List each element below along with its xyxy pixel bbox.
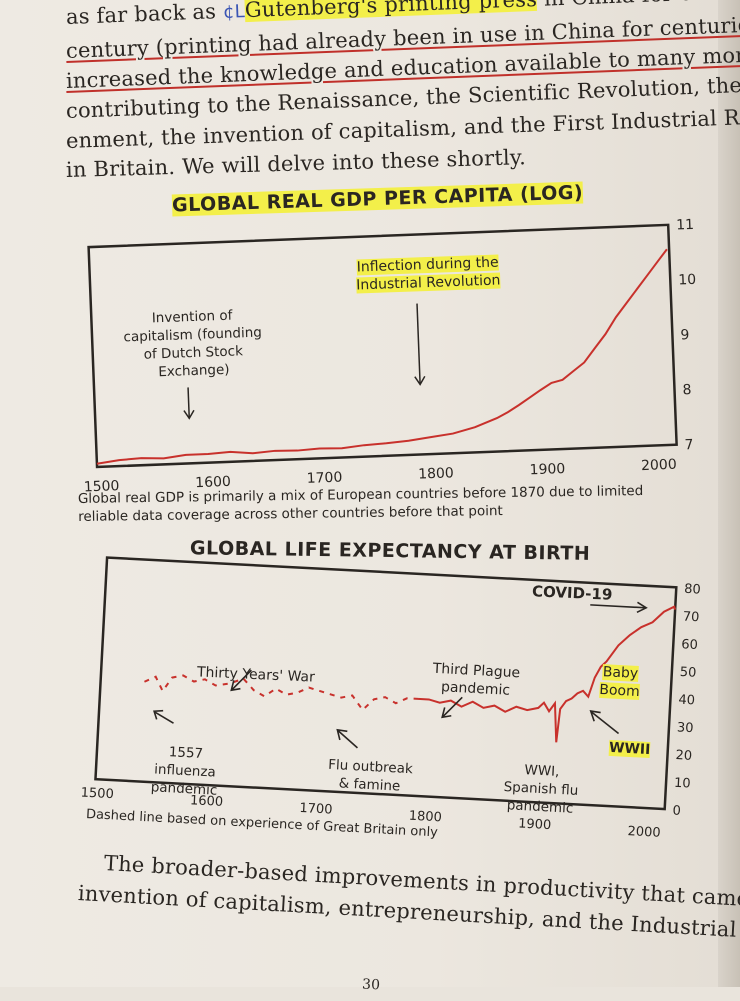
annotation-influenza: 1557 influenza pandemic [150,744,218,799]
life-y-tick-label: 20 [675,748,692,764]
gdp-x-tick-label: 1600 [195,474,231,491]
covid-arrowhead [636,601,648,614]
annotation-wwii: WWII [608,739,651,759]
annotation-third-plague: Third Plague pandemic [432,660,521,699]
life-series-global [417,605,677,743]
gdp-y-tick-label: 10 [678,272,696,289]
third-plague-arrowhead [441,707,452,719]
life-x-tick-label: 1500 [80,785,114,802]
gdp-y-tick-label: 11 [676,217,694,234]
page-edge [718,0,740,987]
inflection-arrowhead [414,375,426,386]
gdp-x-tick-label: 1500 [84,478,120,495]
thirty-years-arrowhead [230,680,241,692]
life-y-tick-label: 40 [678,693,695,709]
gdp-y-tick-label: 7 [684,437,694,453]
life-y-tick-label: 80 [684,582,701,598]
life-x-tick-label: 2000 [627,824,661,841]
page-number: 30 [361,976,381,994]
life-chart-group: 1500 1600 1700 1800 1900 2000 0 10 20 30 40 50 60 70… [80,556,701,841]
gdp-series-line [96,248,668,465]
gdp-x-tick-label: 2000 [641,457,677,474]
gdp-chart-group: 1500 1600 1700 1800 1900 2000 7 8 9 10 11 [84,217,697,496]
thirty-years-arrow [231,669,252,690]
capitalism-arrow [187,387,190,418]
life-y-tick-label: 50 [679,665,696,681]
influenza-arrow [154,711,174,724]
life-y-tick-label: 70 [682,609,699,625]
life-y-tick-label: 60 [681,637,698,653]
gdp-x-tick-label: 1800 [418,465,454,482]
life-chart-frame [94,556,678,811]
life-x-tick-label: 1700 [299,801,333,818]
gdp-x-tick-label: 1700 [306,470,342,487]
influenza-arrowhead [153,709,164,720]
book-page [0,0,720,987]
life-y-tick-label: 0 [672,803,681,818]
life-y-tick-label: 10 [674,776,691,792]
annotation-wwi: WWI, Spanish flu pandemic [503,762,579,817]
life-x-tick-label: 1600 [190,793,224,810]
capitalism-arrowhead [183,409,195,420]
life-x-tick-label: 1900 [518,816,552,833]
inflection-arrow [416,303,421,384]
gdp-y-tick-label: 8 [682,382,692,398]
flu-arrow [337,730,358,749]
wwii-arrow [591,711,620,735]
wwii-arrowhead [589,710,601,722]
covid-arrow [590,604,646,609]
gdp-y-tick-label: 9 [680,327,690,343]
third-plague-arrow [442,696,463,717]
life-y-tick-label: 30 [677,720,694,736]
life-x-tick-label: 1800 [408,809,442,826]
life-series-dashed-gb [144,674,419,712]
annotation-baby-boom: Baby Boom [598,664,641,701]
annotation-covid: COVID-19 [531,582,613,604]
annotation-flu-famine: Flu outbreak & famine [327,756,414,795]
gdp-chart-frame [87,223,678,469]
flu-arrowhead [336,728,348,741]
gdp-x-tick-label: 1900 [529,461,565,478]
